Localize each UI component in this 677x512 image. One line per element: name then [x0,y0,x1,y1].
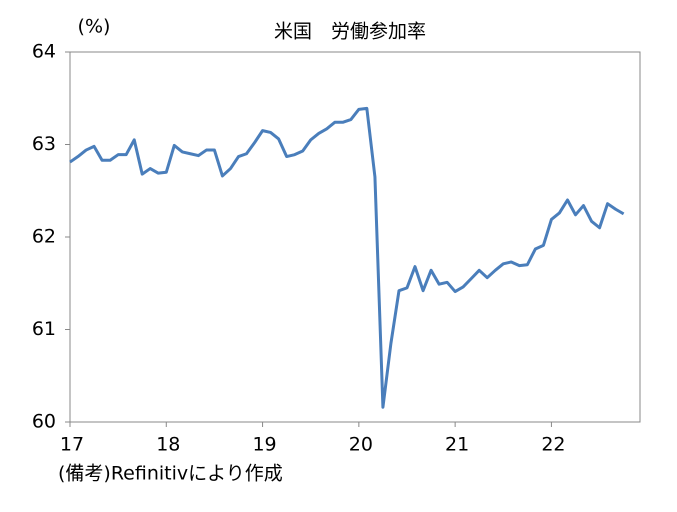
x-tick-label: 18 [156,434,180,456]
x-tick-label: 21 [445,434,469,456]
y-tick-label: 62 [32,226,56,248]
x-tick-label: 19 [252,434,276,456]
y-tick-label: 60 [32,411,56,433]
x-tick-label: 22 [541,434,565,456]
plot-frame [69,51,641,423]
y-tick-label: 63 [32,133,56,155]
y-tick-label: 64 [32,41,56,63]
y-unit: (%) [78,16,111,38]
x-tick-label: 17 [60,434,84,456]
source-note: (備考)Refinitivにより作成 [58,463,283,485]
x-tick-label: 20 [349,434,373,456]
chart-title: 米国 労働参加率 [274,21,426,43]
y-tick-label: 61 [32,318,56,340]
data-line [69,106,625,409]
